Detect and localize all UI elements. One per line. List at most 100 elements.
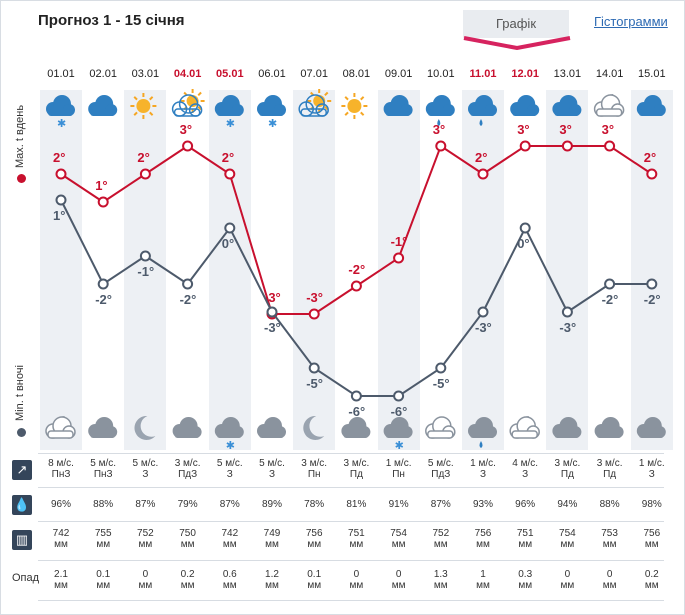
wind-value: 3 м/с. Пд	[589, 458, 631, 480]
min-series-label: -5°	[433, 376, 450, 391]
max-series-point	[224, 168, 236, 180]
wind-value-line: 1 м/с.	[638, 458, 665, 469]
day-date[interactable]: 02.01	[89, 68, 117, 80]
max-series-point	[477, 168, 489, 180]
pressure-value-line: 754	[559, 528, 576, 539]
min-series-label: 0°	[222, 236, 234, 251]
day-column-bg	[377, 90, 420, 450]
wind-value-line: Пд	[349, 469, 363, 480]
max-series-point	[97, 196, 109, 208]
max-series-label: 3°	[559, 122, 571, 137]
day-date[interactable]: 09.01	[384, 68, 413, 80]
wind-value-line: З	[226, 469, 233, 480]
cloud-icon	[341, 417, 371, 438]
precip-value-line: мм	[96, 580, 111, 591]
cloud-icon	[257, 417, 286, 438]
day-date[interactable]: 04.01	[173, 68, 202, 80]
wind-value-line: 1 м/с.	[385, 458, 412, 469]
wind-value-line: 3 м/с.	[174, 458, 201, 469]
humidity-value: 94%	[557, 499, 578, 510]
day-date[interactable]: 03.01	[131, 68, 160, 80]
wind-value-line: З	[142, 469, 149, 480]
row-divider	[38, 453, 664, 454]
wind-value-line: З	[522, 469, 529, 480]
cloud-rain-icon	[425, 95, 455, 126]
day-date[interactable]: 10.01	[427, 68, 455, 80]
precip-value: 0 мм	[546, 569, 588, 591]
min-series-label: 1°	[53, 208, 65, 223]
precip-value-line: 0.2	[180, 569, 195, 580]
wind-value: 5 м/с. ПнЗ	[82, 458, 124, 480]
wind-value-line: ПнЗ	[93, 469, 113, 480]
wind-value: 4 м/с. З	[504, 458, 546, 480]
cloud-snow-icon: ✱	[257, 95, 286, 130]
min-series-point	[266, 306, 278, 318]
precip-value-line: мм	[307, 580, 322, 591]
wind-value: 5 м/с. З	[251, 458, 293, 480]
sun-icon	[341, 93, 368, 119]
precip-value: 0.3 мм	[504, 569, 546, 591]
cloud-snow-icon: ✱	[214, 95, 244, 130]
min-series-label: -2°	[602, 292, 619, 307]
cloud-icon	[172, 417, 202, 438]
max-series-point	[139, 168, 151, 180]
cloud-snow-icon: ✱	[46, 95, 75, 130]
max-series-label: 3°	[517, 122, 529, 137]
max-series-point	[393, 252, 405, 264]
humidity-value: 96%	[515, 499, 536, 510]
pressure-value: 742 мм	[40, 528, 82, 550]
min-series-label: -3°	[475, 320, 492, 335]
day-date[interactable]: 15.01	[638, 68, 666, 80]
svg-text:✱: ✱	[57, 118, 66, 130]
precip-value-line: мм	[602, 580, 617, 591]
day-date[interactable]: 13.01	[553, 68, 582, 80]
wind-value-line: Пн	[392, 469, 405, 480]
precip-value-line: 1.2	[265, 569, 279, 580]
pressure-value-line: мм	[54, 539, 68, 550]
day-date[interactable]: 06.01	[258, 68, 286, 80]
humidity-value: 87%	[135, 499, 156, 510]
humidity-value: 98%	[641, 499, 662, 510]
pressure-value-line: 752	[432, 528, 450, 539]
min-series-point	[97, 278, 109, 290]
wind-value-line: 4 м/с.	[512, 458, 539, 469]
precip-value: 0.2 мм	[631, 569, 673, 591]
precip-value-line: 0.3	[518, 569, 533, 580]
tab-graph[interactable]: Графік	[463, 10, 569, 38]
moon-cloud-icon	[593, 93, 625, 117]
min-series-point	[350, 390, 362, 402]
precip-value-line: 2.1	[54, 569, 68, 580]
day-date[interactable]: 12.01	[511, 68, 539, 80]
humidity-value: 81%	[346, 499, 367, 510]
pressure-value-line: мм	[349, 539, 364, 550]
wind-value-line: ПдЗ	[431, 469, 451, 480]
pressure-value-line: мм	[222, 539, 237, 550]
precip-value-line: мм	[518, 580, 533, 591]
cloud-icon	[552, 95, 582, 116]
cloud-icon	[88, 95, 118, 116]
day-date[interactable]: 05.01	[216, 68, 244, 80]
wind-value-line: 5 м/с.	[132, 458, 159, 469]
wind-value: 3 м/с. ПдЗ	[167, 458, 209, 480]
humidity-value: 88%	[599, 499, 620, 510]
pressure-gauge-icon: ▥	[12, 530, 32, 550]
row-divider	[38, 560, 664, 561]
day-date[interactable]: 14.01	[595, 68, 624, 80]
precip-value: 0 мм	[589, 569, 631, 591]
tab-histogram[interactable]: Гістограмми	[594, 14, 668, 29]
pressure-value-line: мм	[602, 539, 617, 550]
max-series-label: -2°	[348, 262, 365, 277]
pressure-value-line: мм	[180, 539, 195, 550]
pressure-value-line: 751	[516, 528, 534, 539]
day-column-bg	[40, 90, 82, 450]
day-date[interactable]: 07.01	[300, 68, 328, 80]
precip-value-line: 1.3	[433, 569, 448, 580]
day-date[interactable]: 01.01	[47, 68, 75, 80]
day-date[interactable]: 11.01	[469, 68, 497, 80]
day-date[interactable]: 08.01	[342, 68, 371, 80]
min-series-label: -2°	[95, 292, 112, 307]
max-series-point	[561, 140, 573, 152]
pressure-value-line: 753	[601, 528, 618, 539]
cloud-icon	[383, 95, 413, 116]
pressure-value: 756 мм	[631, 528, 673, 550]
